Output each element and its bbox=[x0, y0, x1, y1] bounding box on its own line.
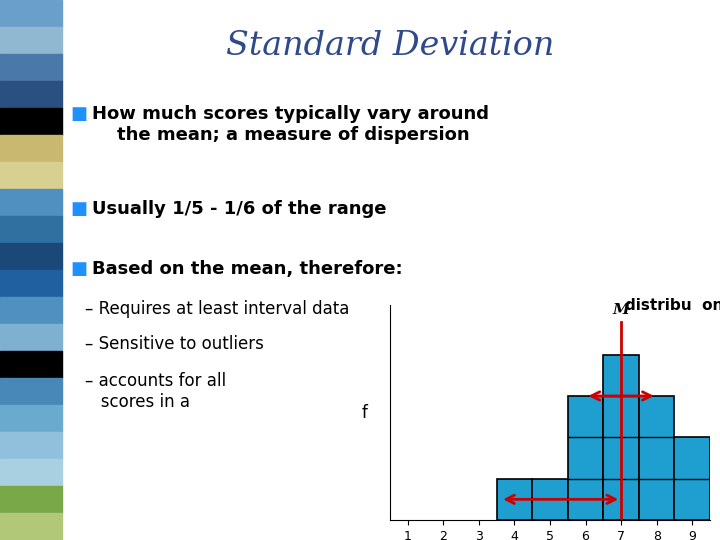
Bar bbox=[0, 216, 62, 243]
Bar bbox=[639, 396, 675, 520]
Text: – Requires at least interval data: – Requires at least interval data bbox=[85, 300, 349, 318]
Text: Usually 1/5 - 1/6 of the range: Usually 1/5 - 1/6 of the range bbox=[92, 200, 387, 218]
Text: – Sensitive to outliers: – Sensitive to outliers bbox=[85, 335, 264, 353]
Text: f: f bbox=[361, 403, 367, 422]
Bar bbox=[0, 189, 62, 216]
Text: ■: ■ bbox=[70, 260, 87, 278]
Bar bbox=[603, 355, 639, 520]
Bar bbox=[0, 0, 62, 27]
Text: How much scores typically vary around
    the mean; a measure of dispersion: How much scores typically vary around th… bbox=[92, 105, 489, 144]
Bar bbox=[0, 513, 62, 540]
Bar bbox=[0, 324, 62, 351]
Bar bbox=[0, 54, 62, 81]
Bar bbox=[497, 478, 532, 520]
Text: Standard Deviation: Standard Deviation bbox=[226, 30, 554, 62]
Bar bbox=[675, 437, 710, 520]
Bar bbox=[532, 478, 568, 520]
Bar bbox=[0, 27, 62, 54]
Bar bbox=[0, 243, 62, 270]
Text: – accounts for all
   scores in a: – accounts for all scores in a bbox=[85, 372, 226, 411]
Text: Based on the mean, therefore:: Based on the mean, therefore: bbox=[92, 260, 402, 278]
Text: ■: ■ bbox=[70, 200, 87, 218]
Bar bbox=[0, 270, 62, 297]
Bar bbox=[0, 432, 62, 459]
Bar bbox=[0, 405, 62, 432]
Bar bbox=[0, 81, 62, 108]
Text: M: M bbox=[613, 303, 629, 318]
Bar bbox=[568, 396, 603, 520]
Bar bbox=[0, 378, 62, 405]
Bar bbox=[0, 459, 62, 486]
Bar bbox=[0, 162, 62, 189]
Bar bbox=[0, 486, 62, 513]
Text: distribu  on: distribu on bbox=[625, 298, 720, 313]
Bar bbox=[0, 135, 62, 162]
Bar bbox=[0, 351, 62, 378]
Bar bbox=[0, 297, 62, 324]
Bar bbox=[0, 108, 62, 135]
Text: ■: ■ bbox=[70, 105, 87, 123]
